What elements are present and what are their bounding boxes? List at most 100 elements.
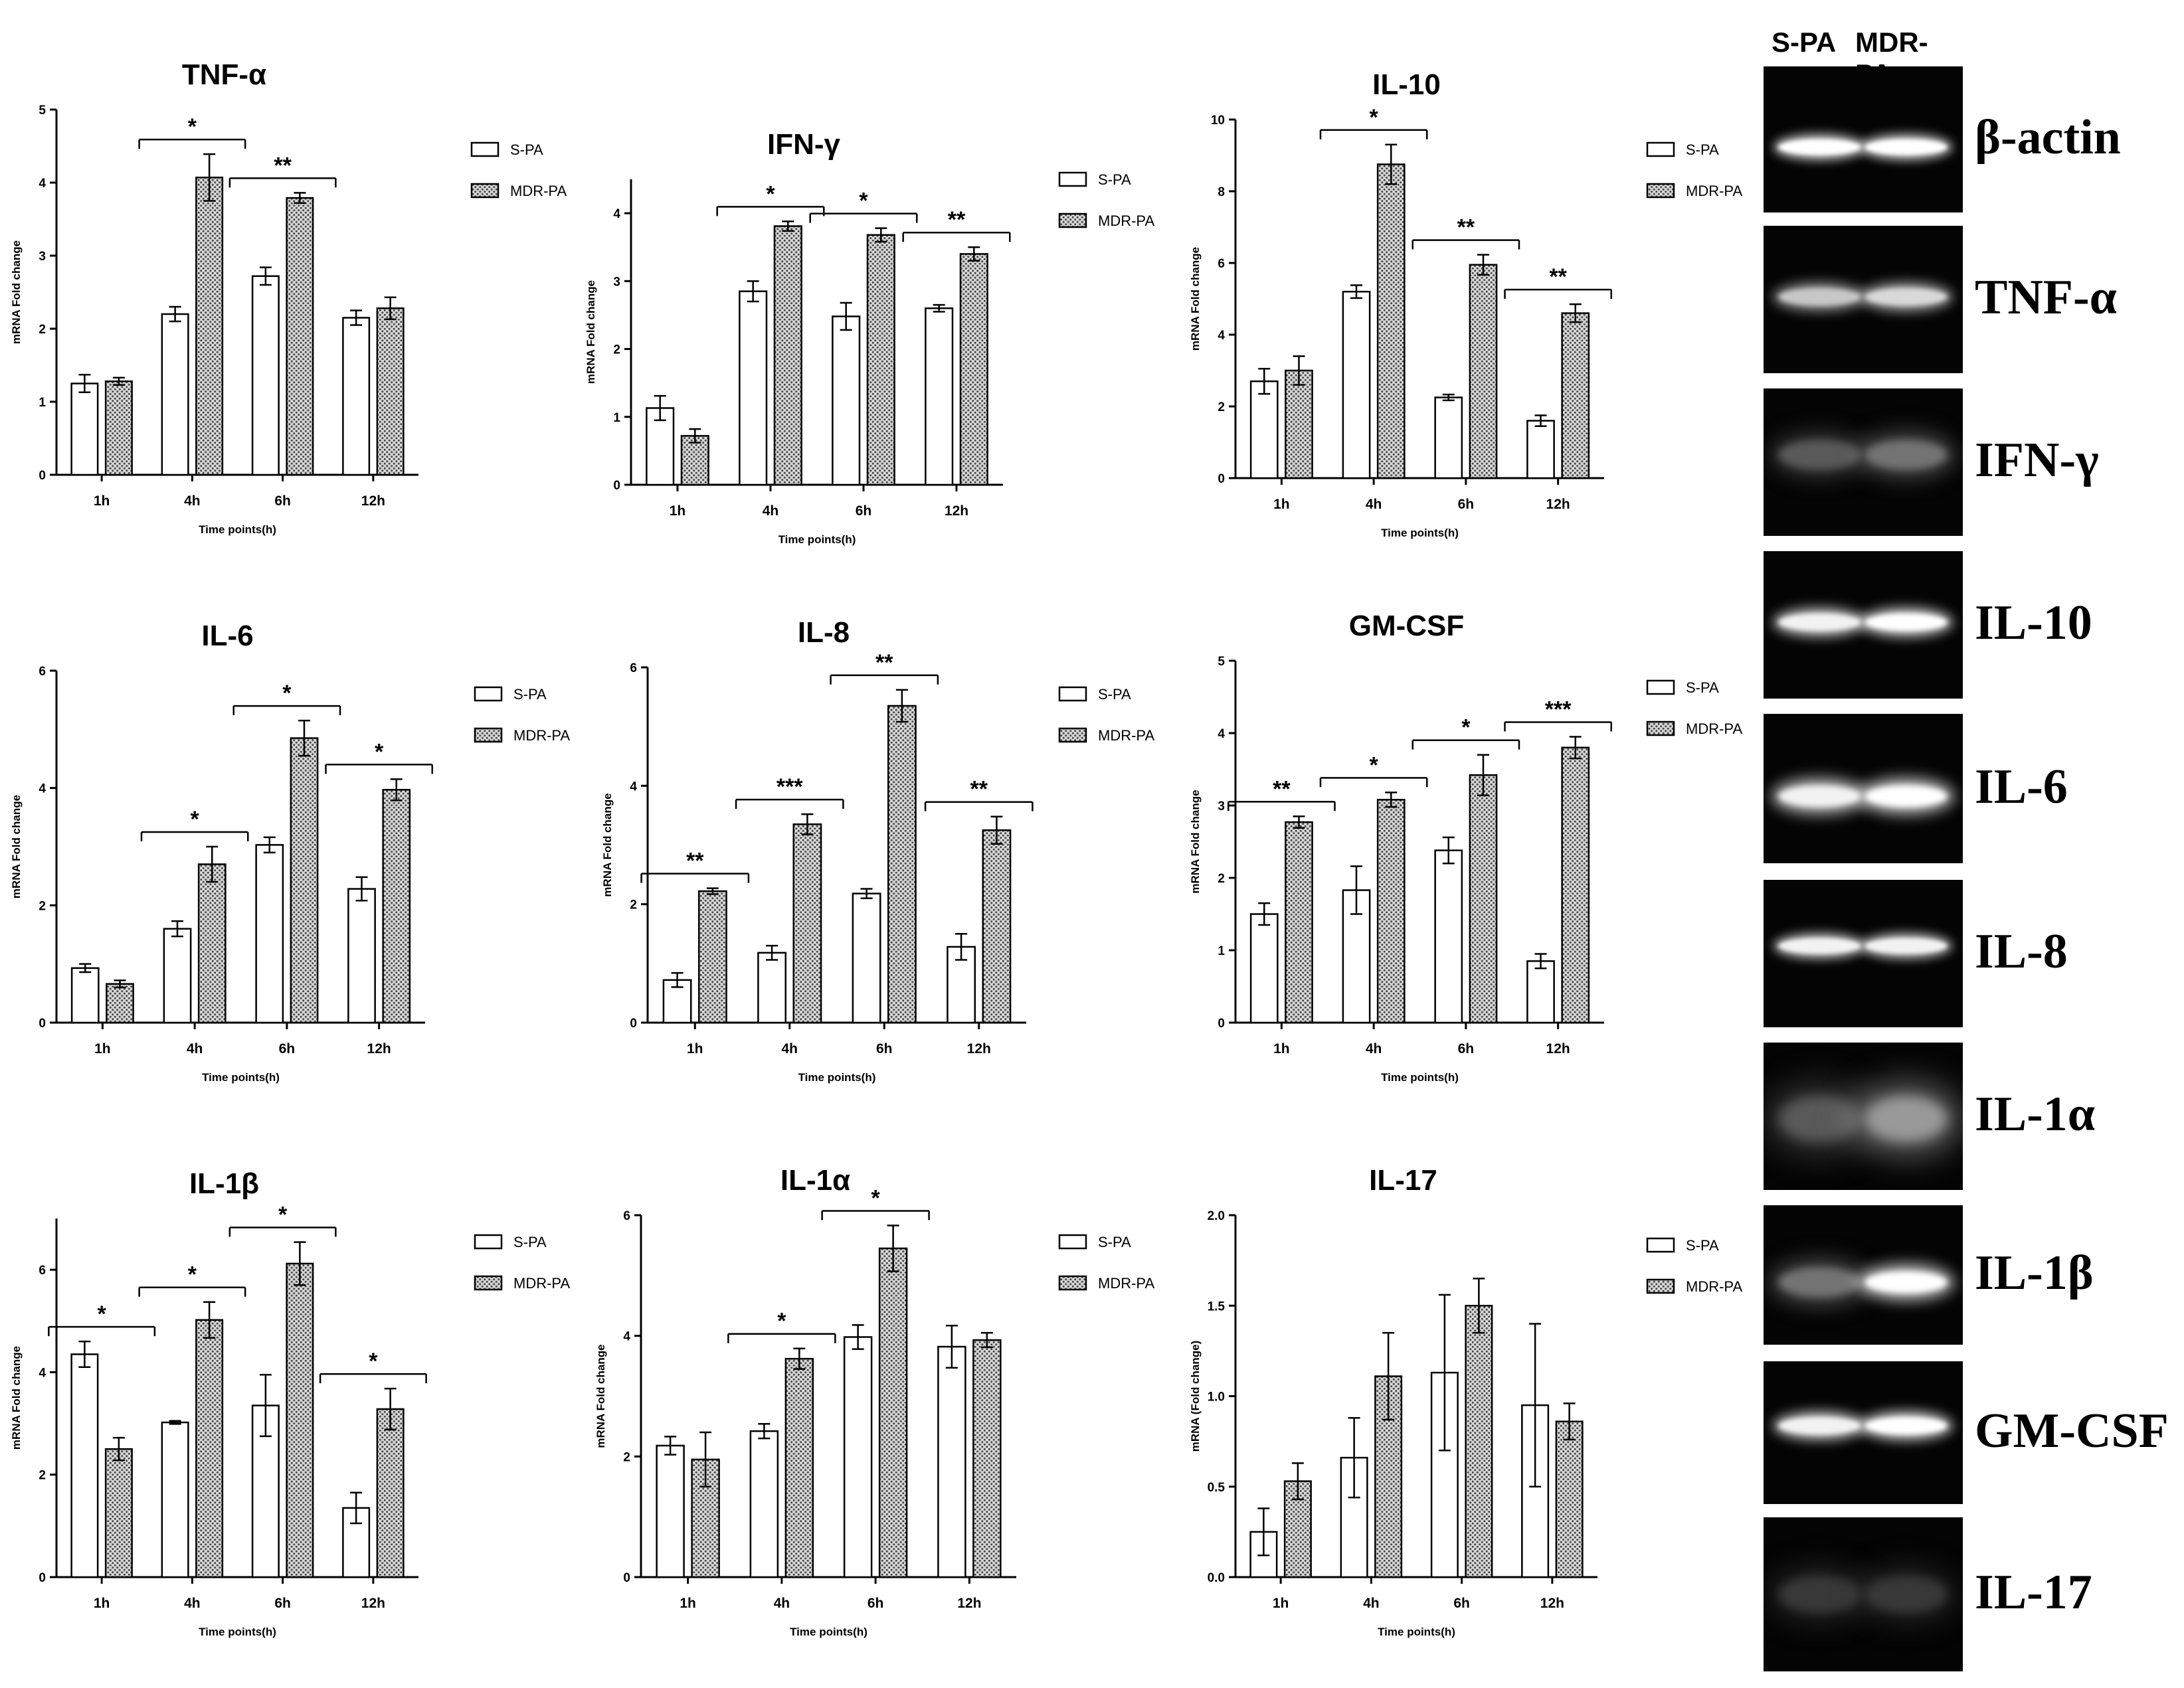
y-tick-label: 0 [39, 469, 46, 483]
bar-mdr-pa-1h [106, 983, 134, 1024]
gel-row-label: IL-1β [1975, 1246, 2094, 1300]
y-axis-label: mRNA Fold change [1189, 790, 1202, 893]
chart-il-10: IL-10 0 2 4 6 8 10 mRNA Fold change Time points(… [1189, 68, 1742, 539]
y-tick-label: 4 [613, 207, 620, 221]
y-tick-label: 2 [613, 343, 620, 357]
bar-mdr-pa-4h [784, 1357, 814, 1578]
x-tick-label: 4h [187, 1041, 203, 1056]
gel-band-mdr-pa [1865, 1270, 1948, 1294]
legend-label-mdr-pa: MDR-PA [1098, 727, 1154, 744]
y-tick-label: 0 [613, 479, 620, 493]
chart-il-8: IL-8 0 2 4 6 mRNA Fold change Time points(h) 1h… [601, 616, 1154, 1084]
chart-il-17: IL-17 0.0 0.5 1.0 1.5 2.0 mRNA (Fold change) Ti… [1189, 1164, 1742, 1638]
bar-mdr-pa-4h [195, 177, 224, 476]
y-tick-label: 0 [1218, 472, 1225, 486]
chart-gm-csf: GM-CSF 0 1 2 3 4 5 mRNA Fold change Time points(… [1189, 610, 1742, 1084]
chart-title: IL-17 [1369, 1164, 1437, 1197]
x-tick-label: 12h [361, 1596, 385, 1611]
significance-label: ** [948, 207, 966, 232]
y-tick-label: 2 [39, 899, 46, 913]
x-tick-label: 4h [184, 1596, 201, 1611]
legend-swatch-s-pa [1646, 141, 1675, 157]
bar-mdr-pa-12h [382, 789, 411, 1024]
bar-mdr-pa-12h [959, 253, 988, 486]
y-tick-label: 6 [39, 665, 46, 679]
y-axis-label: mRNA Fold change [601, 793, 614, 896]
significance-label: * [1461, 715, 1471, 740]
gel-band-mdr-pa [1865, 784, 1948, 807]
significance-label: * [871, 1185, 881, 1211]
x-tick-label: 6h [876, 1041, 893, 1056]
legend-label-s-pa: S-PA [1686, 1237, 1719, 1254]
x-axis-label: Time points(h) [1378, 1626, 1455, 1638]
x-axis-label: Time points(h) [790, 1626, 867, 1638]
gel-band-s-pa [1778, 938, 1861, 955]
x-tick-label: 12h [361, 493, 385, 509]
y-tick-label: 0 [39, 1017, 46, 1031]
legend-label-s-pa: S-PA [510, 141, 543, 158]
significance-label: * [1370, 752, 1379, 778]
gel-row-label: β-actin [1975, 110, 2121, 165]
x-tick-label: 4h [184, 493, 201, 509]
legend-label-s-pa: S-PA [1098, 1234, 1131, 1250]
y-tick-label: 3 [1218, 800, 1225, 813]
x-tick-label: 12h [1546, 1041, 1570, 1056]
bar-mdr-pa-12h [1561, 746, 1590, 1024]
y-tick-label: 3 [613, 275, 620, 289]
y-axis-label: mRNA Fold change [594, 1344, 607, 1448]
gel-band-s-pa [1778, 1096, 1861, 1143]
gel-band-mdr-pa [1865, 1575, 1948, 1614]
y-tick-label: 1.5 [1208, 1300, 1226, 1313]
gel-row-label: IL-6 [1975, 759, 2068, 814]
bar-mdr-pa-12h [1555, 1420, 1584, 1578]
legend-label-s-pa: S-PA [1686, 679, 1719, 696]
gel-band-s-pa [1778, 612, 1861, 632]
bar-mdr-pa-1h [104, 1448, 133, 1578]
y-tick-label: 2 [1218, 872, 1225, 886]
bar-mdr-pa-1h [104, 380, 133, 476]
y-axis-label: mRNA Fold change [1189, 247, 1202, 351]
y-tick-label: 0.5 [1208, 1481, 1226, 1495]
x-tick-label: 6h [867, 1596, 884, 1611]
gel-band-mdr-pa [1865, 1416, 1948, 1435]
x-axis-label: Time points(h) [199, 523, 276, 536]
chart-title: IFN-γ [767, 128, 841, 161]
gel-row-ifn [1764, 388, 1963, 536]
chart-title: GM-CSF [1349, 610, 1465, 642]
x-tick-label: 4h [1366, 1041, 1382, 1056]
legend-label-mdr-pa: MDR-PA [1686, 183, 1742, 199]
significance-label: * [188, 114, 197, 139]
x-axis-label: Time points(h) [778, 533, 856, 546]
y-tick-label: 4 [39, 782, 46, 796]
legend-label-s-pa: S-PA [1098, 686, 1131, 703]
gel-row-label: GM-CSF [1975, 1403, 2169, 1458]
legend-swatch-s-pa [474, 686, 503, 702]
x-tick-label: 1h [94, 1596, 110, 1611]
bar-mdr-pa-12h [376, 1408, 405, 1578]
significance-label: ** [1457, 215, 1475, 240]
chart-title: TNF-α [182, 58, 266, 91]
x-tick-label: 4h [1363, 1596, 1380, 1611]
chart-title: IL-1β [189, 1167, 259, 1200]
bar-s-pa-6h [843, 1336, 873, 1578]
gel-band-s-pa [1778, 287, 1861, 306]
legend-swatch-mdr-pa [474, 727, 503, 743]
chart-title: IL-6 [201, 620, 253, 652]
bar-s-pa-6h [251, 275, 280, 476]
y-tick-label: 6 [630, 661, 637, 675]
chart-il-1: IL-1α 0 2 4 6 mRNA Fold change Time points(h) 1… [594, 1164, 1154, 1638]
bar-mdr-pa-12h [982, 829, 1012, 1024]
bar-mdr-pa-6h [866, 234, 895, 486]
legend-label-s-pa: S-PA [1098, 171, 1131, 188]
gel-row-il-17 [1764, 1517, 1963, 1671]
legend-swatch-s-pa [1058, 1234, 1087, 1250]
gel-band-s-pa [1778, 784, 1861, 807]
significance-label: *** [776, 774, 803, 800]
y-tick-label: 1.0 [1208, 1391, 1225, 1404]
gel-band-mdr-pa [1865, 287, 1948, 306]
y-tick-label: 5 [39, 104, 46, 118]
y-tick-label: 4 [630, 780, 637, 794]
significance-label: * [188, 1262, 197, 1288]
x-axis-label: Time points(h) [1381, 527, 1459, 539]
gel-band-s-pa [1778, 138, 1861, 155]
